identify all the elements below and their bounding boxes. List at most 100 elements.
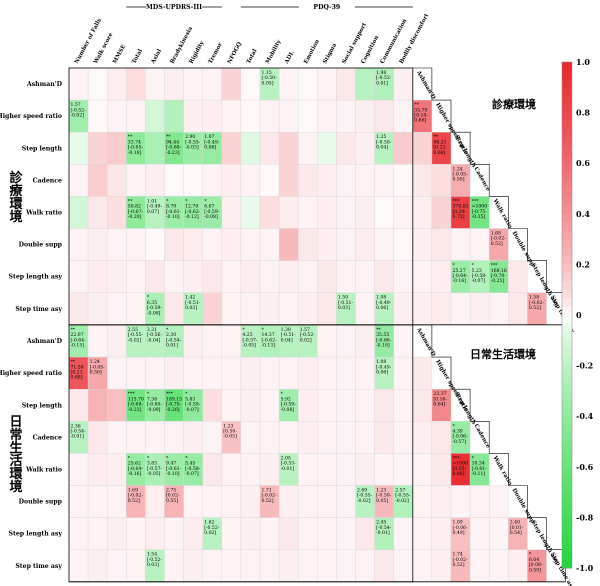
corr-frame [412,67,566,325]
heatmap-cell [221,164,242,197]
colorbar-segment [562,95,572,105]
heatmap-cell [106,196,127,229]
heatmap-cell [183,324,203,358]
cell-label: 3.31 [-0.56--0.04] [147,327,163,343]
colorbar-segment [562,416,572,426]
cell-label: 1.98 [-0.53-0.01] [376,70,392,86]
cell-label: 1.25 [-0.50-0.04] [376,134,392,150]
corr-cell [412,260,433,293]
corr-cell [469,292,490,326]
heatmap-cell [183,356,203,390]
cell-label: 2.05 [-0.53--0.01] [281,455,297,471]
colorbar-segment [562,163,572,173]
heatmap-cell [298,292,318,326]
heatmap-cell [393,517,414,550]
corr-cell [489,517,509,550]
corr-cell-label: ** 35.79 [0.18-0.66] [414,102,428,124]
heatmap-cell [278,292,299,326]
cell-label: * 2.30 [-0.54-0.01] [166,327,182,349]
column-label: Cognition [361,35,381,65]
heatmap-cell [68,292,89,326]
heatmap-cell [145,260,165,293]
colorbar-segment [562,247,572,257]
heatmap-cell [393,324,414,358]
heatmap-cell [126,421,146,454]
heatmap-cell [336,389,356,422]
colorbar-segment [562,365,572,375]
diag-label: Step length [453,134,476,168]
cell-label: * 5.83 [-0.59--0.07] [185,391,201,413]
heatmap-cell [68,67,89,101]
heatmap-cell [87,99,108,133]
colorbar-segment [562,475,572,485]
colorbar-segment [562,525,572,535]
heatmap-cell [164,228,184,261]
heatmap-cell [106,485,127,518]
corr-cell-label: *** 168.16 [-0.70--0.25] [491,263,507,285]
heatmap-cell [374,196,394,229]
row-label: Step length [22,402,63,409]
heatmap-cell [68,196,89,229]
heatmap-cell [87,196,108,229]
heatmap-cell [317,131,337,165]
corr-cell [508,260,528,293]
heatmap-cell [221,549,242,583]
heatmap-cell [317,485,337,518]
colorbar-segment [562,390,572,400]
heatmap-cell [355,131,375,165]
row-label: Step length [22,145,63,152]
heatmap-cell [259,517,280,550]
row-label: Cadence [33,434,62,441]
diag-label: Walk ratio [491,198,513,230]
heatmap-cell [374,549,394,583]
row-label: Cadence [33,177,62,184]
heatmap-cell [202,356,222,390]
heatmap-cell [202,67,222,101]
section-title-daily-life: 日常生活環境 [470,347,536,361]
corr-cell [431,485,452,518]
heatmap-cell [317,421,337,454]
heatmap-cell [202,260,222,293]
corr-cell-label: * 5.23 [-0.58--0.07] [472,263,488,285]
corr-cell [412,228,433,261]
colorbar-segment [562,323,572,333]
corr-cell-label: 1.24 [-0.05-0.50] [453,166,469,182]
heatmap-cell [317,389,337,422]
row-label: Step length asy [9,274,63,281]
column-label: Axial [150,48,163,65]
heatmap-cell [317,228,337,261]
heatmap-cell [259,99,280,133]
heatmap-cell [221,485,242,518]
heatmap-cell [126,292,146,326]
corr-cell-label: 1.68 [-0.02-0.52] [491,231,507,247]
heatmap-cell [374,99,394,133]
row-label: Walk ratio [25,466,62,473]
heatmap-cell [259,292,280,326]
heatmap-cell [393,549,414,583]
corr-cell-label: * 10.34 [-0.61--0.11] [472,455,488,477]
colorbar-tick: -1.0 [576,563,594,573]
heatmap-cell [106,164,127,197]
heatmap-cell [393,260,414,293]
colorbar-segment [562,298,572,308]
colorbar-segment [562,87,572,97]
heatmap-cell [298,389,318,422]
colorbar-segment [562,483,572,493]
section-label: 日常生活環境 [7,414,23,493]
cell-label: * 5.45 [-0.58--0.07] [185,455,201,477]
colorbar-tick: 0.8 [576,108,590,118]
heatmap-cell [298,260,318,293]
colorbar-segment [562,399,572,409]
heatmap-cell [87,260,108,293]
heatmap-cell [240,164,261,197]
heatmap-cell [164,421,184,454]
colorbar-segment [562,196,572,206]
colorbar-frame [561,61,573,569]
heatmap-cell [183,421,203,454]
cell-label: 1.24 [-0.05-0.50] [90,359,106,375]
colorbar-segment [562,188,572,198]
heatmap-cell [298,356,318,390]
corr-cell-label: 1.74 [-0.02-0.52] [453,552,469,568]
colorbar-tick: -0.8 [576,512,594,522]
heatmap-cell [221,131,242,165]
